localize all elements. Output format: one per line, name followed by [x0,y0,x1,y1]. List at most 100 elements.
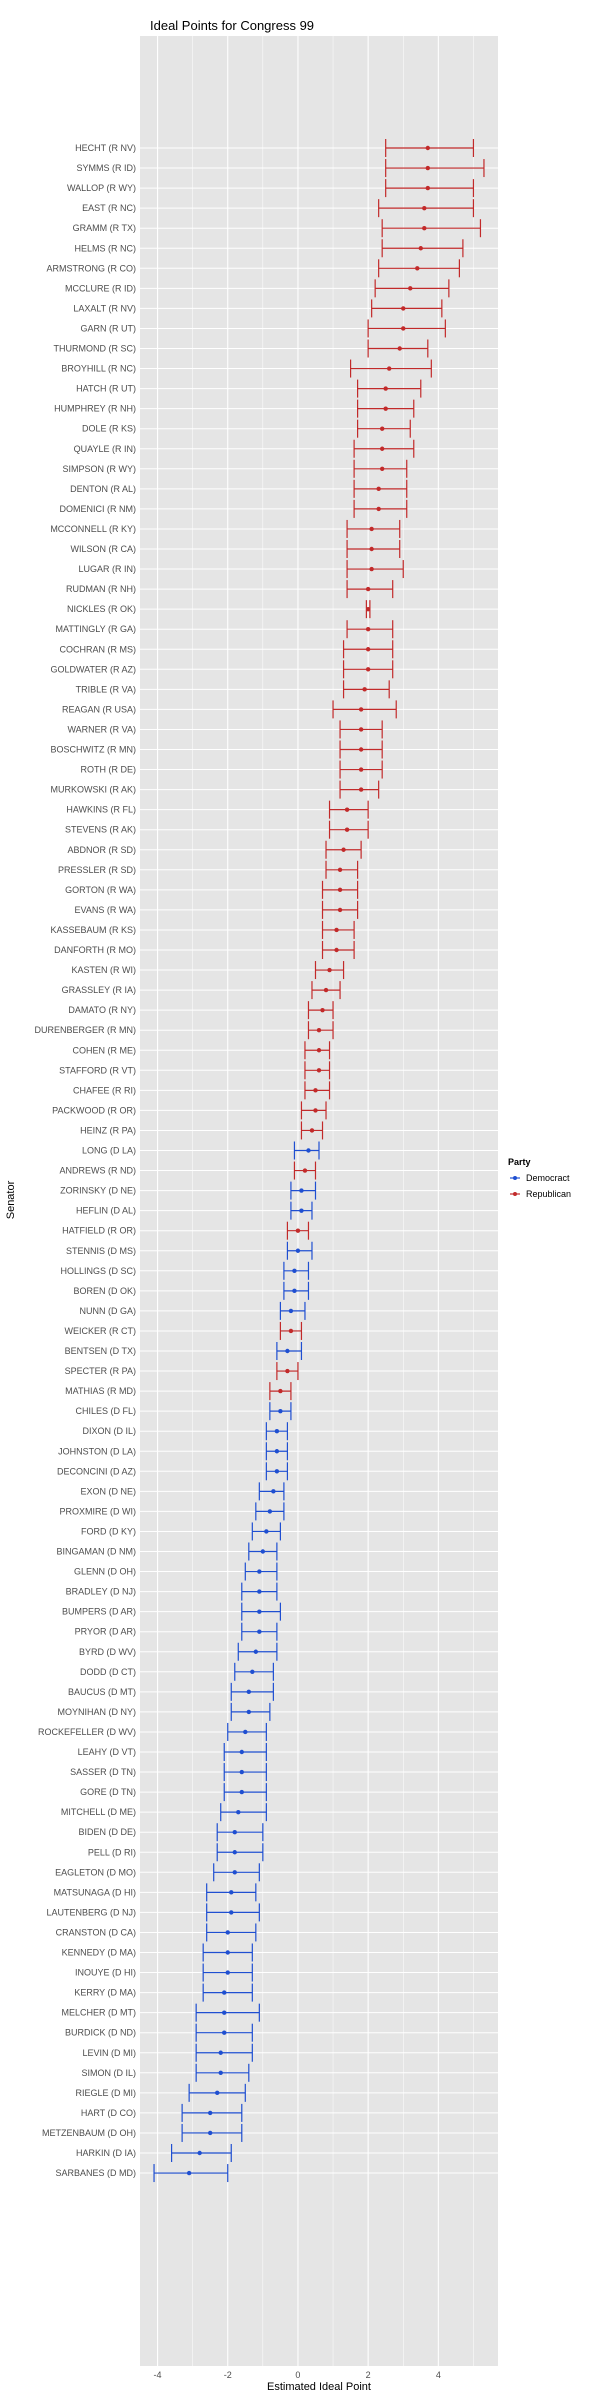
senator-label: BIDEN (D DE) [78,1827,136,1837]
senator-mark [241,1602,281,1621]
senator-label: DENTON (R AL) [70,484,136,494]
chart-title: Ideal Points for Congress 99 [150,18,314,33]
senator-label: BOSCHWITZ (R MN) [51,745,137,755]
senator-label: WILSON (R CA) [70,544,136,554]
ideal-point [365,606,371,612]
ideal-point [246,1709,252,1715]
senator-label: LAUTENBERG (D NJ) [46,1907,136,1917]
ideal-point [344,807,350,812]
y-axis-label: Senator [5,1180,17,1219]
senator-mark [353,439,415,458]
senator-mark [346,540,401,558]
senator-label: EAST (R NC) [82,203,136,213]
senator-mark [367,319,446,338]
senator-mark [353,459,408,478]
senator-label: MATTINGLY (R GA) [55,624,136,634]
ideal-point [306,1148,311,1153]
ideal-point [386,366,392,371]
senator-mark [353,499,408,518]
ideal-point [341,847,346,852]
senator-mark [339,720,383,739]
senator-mark [378,199,475,218]
x-tick-label: 2 [366,2370,371,2380]
senator-label: CRANSTON (D CA) [56,1927,136,1937]
senator-label: COHEN (R ME) [73,1045,137,1055]
senator-mark [290,1201,313,1220]
data-marks [153,139,485,2183]
ideal-point [408,286,413,291]
senator-mark [251,1522,281,1541]
senator-mark [230,1682,274,1701]
legend-entry-democract: Democract [510,1173,570,1183]
x-tick-label: 4 [436,2370,441,2380]
ideal-point [369,546,374,552]
senator-mark [279,1321,303,1340]
senator-mark [339,740,383,759]
ideal-point [358,727,364,732]
senator-mark [321,880,359,899]
senator-mark [332,700,397,719]
ideal-point [229,1890,234,1895]
senator-label: BRADLEY (D NJ) [66,1587,136,1597]
ideal-point [288,1328,294,1334]
senator-label: ROTH (R DE) [81,765,137,775]
x-axis-label: Estimated Ideal Point [267,2381,371,2393]
senator-label: EXON (D NE) [80,1486,136,1496]
senator-mark [279,1301,306,1320]
senator-mark [304,1041,331,1060]
ideal-point [253,1649,259,1654]
ideal-point [218,2070,223,2075]
senator-label: ARMSTRONG (R CO) [47,263,137,273]
ideal-point [274,1469,280,1474]
ideal-point [418,246,423,251]
ideal-point [313,1108,318,1113]
senator-mark [241,1622,278,1641]
senator-mark [195,2023,253,2042]
ideal-point [264,1529,269,1534]
senator-label: DURENBERGER (R MN) [34,1025,136,1035]
senator-label: GARN (R UT) [81,323,137,333]
ideal-point [415,266,420,271]
senator-mark [339,780,380,799]
ideal-point [369,566,374,572]
senator-label: RIEGLE (D MI) [75,2088,136,2098]
ideal-point [320,1007,325,1013]
legend-label-republican: Republican [526,1189,571,1199]
senator-label: BINGAMAN (D NM) [57,1547,137,1557]
senator-mark [353,479,408,498]
senator-label: WEICKER (R CT) [65,1326,137,1336]
senator-label: DOMENICI (R NM) [60,504,137,514]
senator-mark [357,419,411,438]
senator-label: MURKOWSKI (R AK) [50,785,136,795]
senator-label: NUNN (D GA) [80,1306,137,1316]
senator-mark [293,1141,320,1160]
ideal-point [257,1569,262,1574]
senator-label: SARBANES (D MD) [55,2168,136,2178]
ideal-point [362,687,367,692]
senator-mark [290,1181,317,1200]
senator-mark [265,1462,289,1481]
senator-mark [241,1582,278,1601]
legend-title: Party [508,1157,531,1167]
ideal-point [274,1449,280,1454]
ideal-point [243,1729,248,1735]
senator-label: KERRY (D MA) [74,1988,136,1998]
ideal-point [225,1930,230,1935]
ideal-point [365,667,371,672]
senator-label: COCHRAN (R MS) [60,644,137,654]
senator-label: MELCHER (D MT) [62,2008,137,2018]
ideal-point [323,987,329,993]
senator-mark [255,1502,285,1521]
ideal-point [197,2150,202,2156]
ideal-point [379,446,385,451]
senator-label: GORTON (R WA) [65,885,136,895]
ideal-point [207,2130,213,2136]
senator-label: HUMPHREY (R NH) [54,404,136,414]
ideal-point [229,1910,234,1915]
senator-label: HEFLIN (D AL) [76,1206,136,1216]
senator-mark [371,299,443,318]
senator-mark [195,2003,260,2022]
ideal-point [232,1830,237,1835]
senator-mark [342,640,394,659]
senator-label: SASSER (D TN) [70,1767,136,1777]
